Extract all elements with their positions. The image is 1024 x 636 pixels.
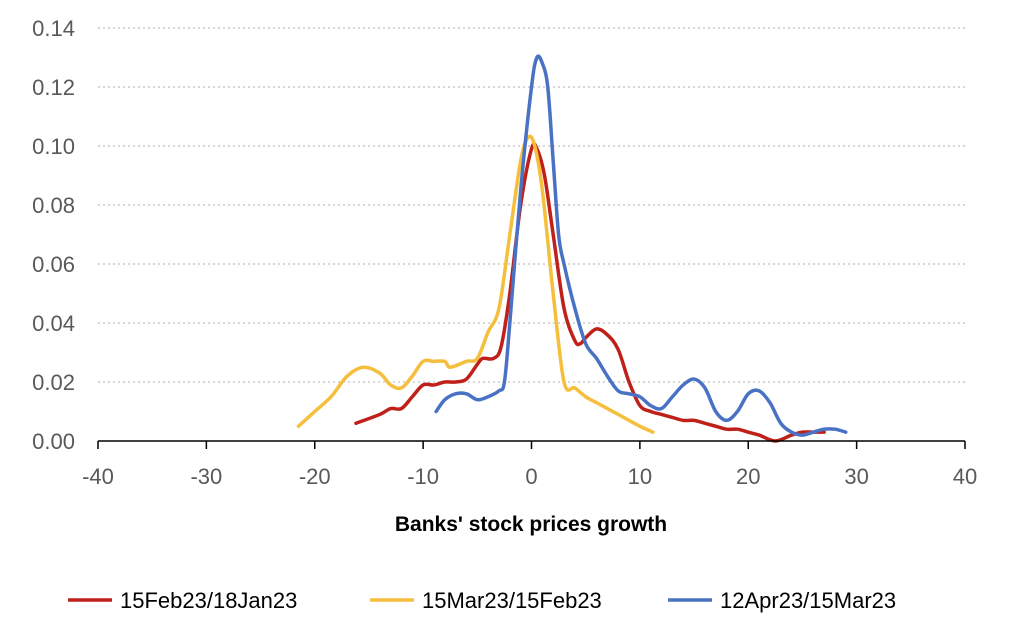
y-tick-label: 0.04 xyxy=(32,311,75,336)
x-tick-label: -10 xyxy=(407,464,439,489)
series-line-15mar23-15feb23 xyxy=(296,134,655,434)
series-lines xyxy=(296,54,848,443)
legend-label-15mar23-15feb23: 15Mar23/15Feb23 xyxy=(422,588,602,613)
y-tick-label: 0.06 xyxy=(32,252,75,277)
x-tick-label: 0 xyxy=(525,464,537,489)
x-tick-label: -40 xyxy=(82,464,114,489)
y-tick-label: 0.08 xyxy=(32,193,75,218)
y-tick-label: 0.02 xyxy=(32,370,75,395)
y-tick-label: 0.10 xyxy=(32,134,75,159)
y-tick-label: 0.14 xyxy=(32,16,75,41)
axes: 0.00 0.02 0.04 0.06 0.08 0.10 0.12 0.14 -40 -30 -2… xyxy=(32,16,977,489)
y-tick-label: 0.00 xyxy=(32,429,75,454)
legend: 15Feb23/18Jan23 15Mar23/15Feb23 12Apr23/15… xyxy=(68,588,896,613)
series-line-12apr23-15mar23 xyxy=(434,54,848,437)
x-tick-label: -30 xyxy=(190,464,222,489)
x-tick-label: 20 xyxy=(736,464,760,489)
y-tick-label: 0.12 xyxy=(32,75,75,100)
x-tick-label: 10 xyxy=(628,464,652,489)
x-tick-label: -20 xyxy=(299,464,331,489)
series-line-15feb23-18jan23 xyxy=(354,141,826,443)
x-tick-label: 30 xyxy=(844,464,868,489)
x-axis-label: Banks' stock prices growth xyxy=(395,513,667,536)
x-tick-label: 40 xyxy=(953,464,977,489)
legend-label-15feb23-18jan23: 15Feb23/18Jan23 xyxy=(120,588,297,613)
legend-label-12apr23-15mar23: 12Apr23/15Mar23 xyxy=(720,588,896,613)
